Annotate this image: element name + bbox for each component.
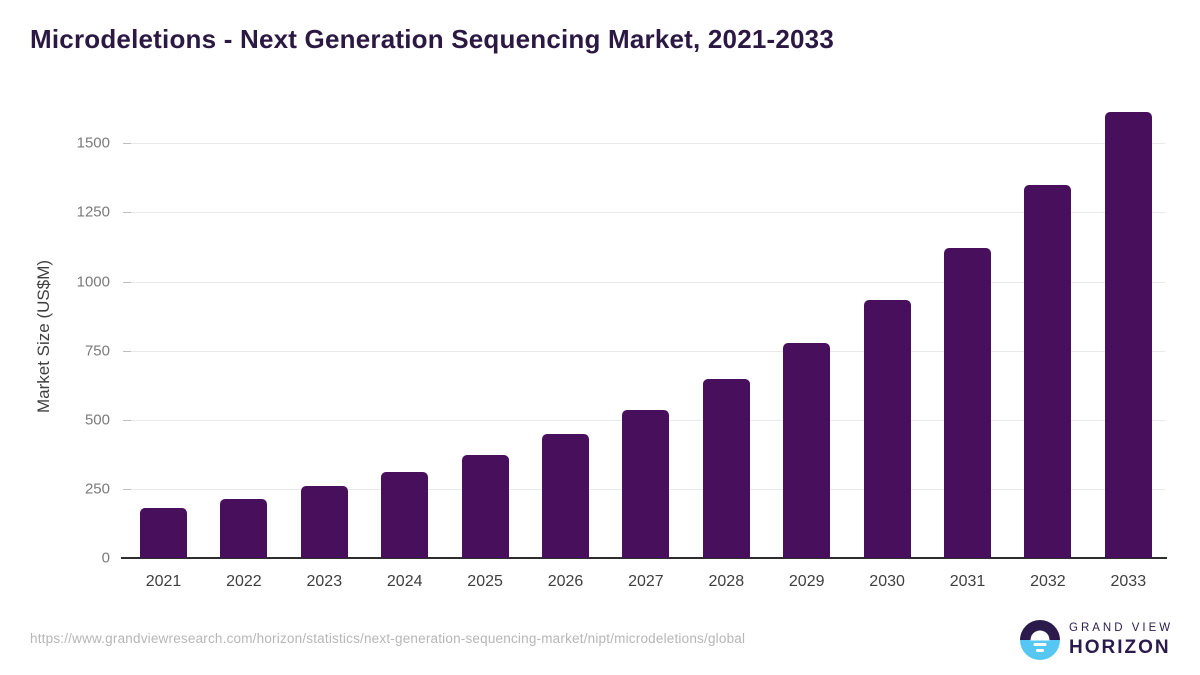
y-tick-label-0: 0 (101, 549, 110, 567)
x-tick-label-2022: 2022 (226, 573, 262, 590)
bar-2022 (220, 498, 268, 558)
brand-name-top: GRAND VIEW (1069, 621, 1174, 634)
x-axis-line (121, 557, 1167, 559)
y-tickmark-750 (123, 350, 131, 352)
x-tick-label-2025: 2025 (467, 573, 503, 590)
bar-2023 (300, 486, 348, 558)
x-tick-label-2027: 2027 (628, 573, 664, 590)
y-tick-label-1250: 1250 (76, 203, 110, 221)
bar-2029 (783, 342, 831, 558)
x-tick-label-2021: 2021 (145, 573, 182, 590)
gridline-1250 (123, 212, 1165, 214)
bar-2031 (944, 248, 991, 558)
x-tick-label-2026: 2026 (547, 573, 584, 590)
y-tick-label-750: 750 (84, 342, 110, 360)
brand-name-bottom: HORIZON (1069, 636, 1171, 658)
source-url: https://www.grandviewresearch.com/horizo… (30, 631, 746, 646)
y-tickmark-250 (123, 488, 131, 490)
y-tickmark-1500 (123, 143, 131, 145)
bar-2030 (863, 299, 911, 558)
bar-2028 (702, 378, 750, 558)
x-tick-label-2024: 2024 (386, 573, 423, 590)
bar-2027 (622, 409, 670, 558)
sunrise-reflection-line (1036, 648, 1044, 652)
sunrise-dome-shape (1030, 630, 1050, 640)
x-tick-label-2030: 2030 (869, 573, 905, 590)
gridline-1000 (123, 281, 1165, 283)
x-tick-label-2031: 2031 (949, 573, 986, 590)
bar-2021 (140, 507, 187, 558)
sunrise-reflection-line (1033, 643, 1047, 646)
y-tick-label-250: 250 (84, 480, 110, 498)
gridline-1500 (123, 143, 1165, 145)
y-tick-label-1000: 1000 (76, 273, 110, 291)
bar-2026 (542, 434, 589, 558)
x-tick-label-2032: 2032 (1030, 573, 1066, 590)
bar-2024 (381, 471, 429, 558)
gridline-750 (123, 350, 1165, 352)
y-tick-label-500: 500 (84, 411, 110, 429)
bar-2032 (1024, 184, 1072, 558)
y-tick-label-1500: 1500 (76, 134, 110, 152)
x-tick-label-2023: 2023 (306, 573, 343, 590)
y-tickmark-500 (123, 419, 131, 421)
y-tickmark-1000 (123, 281, 131, 283)
brand-name: GRAND VIEW HORIZON (1069, 622, 1173, 659)
y-tickmark-1250 (123, 212, 131, 214)
page-title: Microdeletions - Next Generation Sequenc… (30, 24, 835, 54)
brand-logo: GRAND VIEW HORIZON (1020, 620, 1173, 660)
x-tick-label-2029: 2029 (788, 573, 825, 590)
x-tick-label-2033: 2033 (1110, 573, 1147, 590)
bar-2025 (461, 454, 509, 558)
x-tick-label-2028: 2028 (708, 573, 745, 590)
sunrise-logo-icon (1020, 620, 1060, 660)
bar-2033 (1104, 111, 1152, 558)
